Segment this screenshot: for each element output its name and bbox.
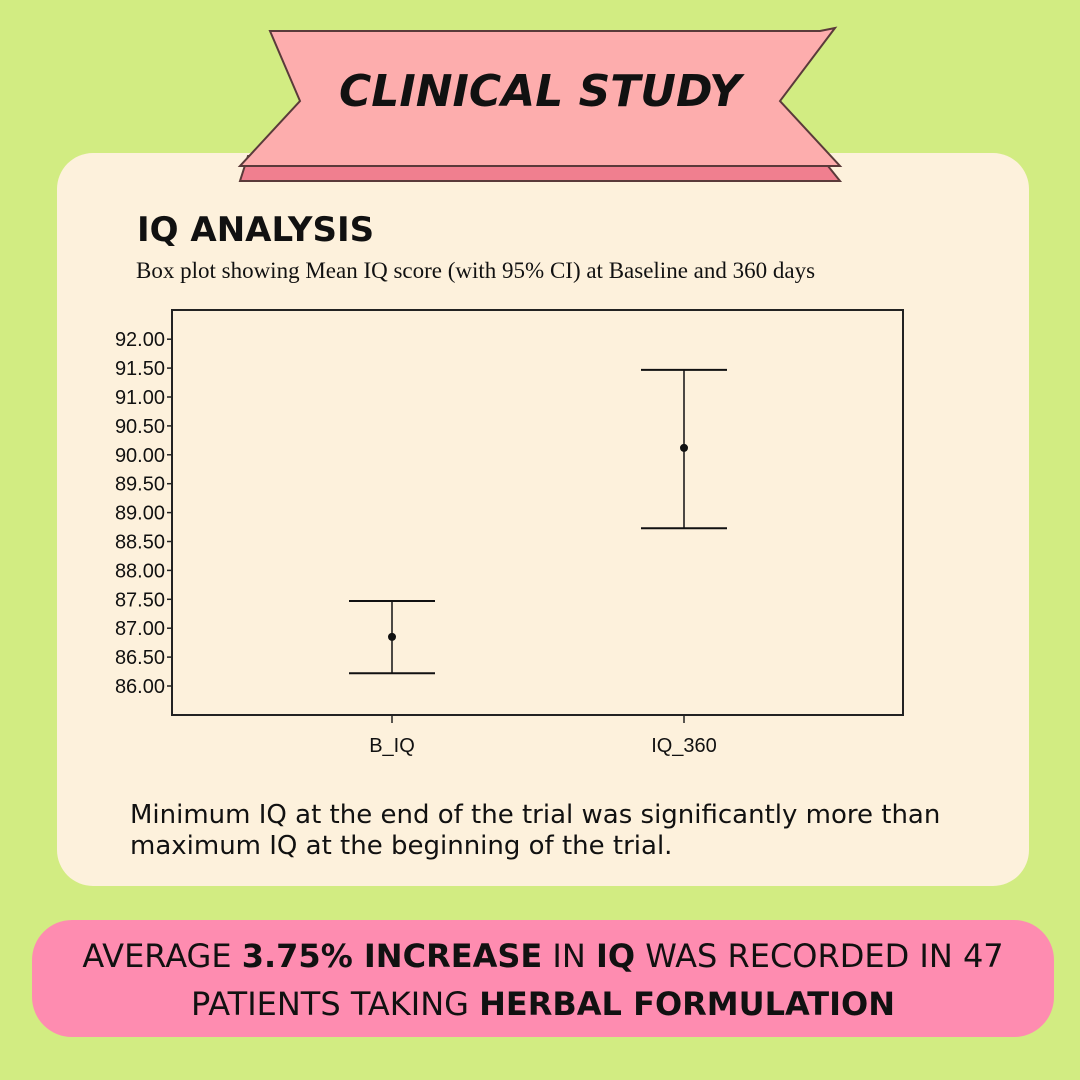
y-tick-label: 90.00 [115,445,165,467]
y-tick-label: 91.00 [115,387,165,409]
footer-bold: IQ [595,937,636,975]
y-tick-label: 86.50 [115,647,165,669]
footer-text: IN [542,937,596,975]
footer-bold: 3.75% INCREASE [241,937,543,975]
banner-title: CLINICAL STUDY [339,66,741,117]
x-tick-label: B_IQ [369,735,415,757]
y-tick-label: 88.50 [115,532,165,554]
y-tick-label: 87.50 [115,589,165,611]
footer-text: WAS RECORDED IN 47 PATIENTS TAKING [191,937,1004,1023]
content-card [57,153,1029,886]
summary-banner: AVERAGE 3.75% INCREASE IN IQ WAS RECORDE… [32,920,1054,1037]
y-tick-label: 88.00 [115,560,165,582]
ribbon-banner [237,26,843,182]
y-tick-label: 89.00 [115,503,165,525]
y-tick-label: 87.00 [115,618,165,640]
y-tick-label: 90.50 [115,416,165,438]
mean-point [388,632,396,641]
y-tick-label: 89.50 [115,474,165,496]
y-tick-label: 92.00 [115,329,165,351]
section-title: IQ ANALYSIS [137,210,375,250]
x-tick-label: IQ_360 [651,735,717,757]
finding-note: Minimum IQ at the end of the trial was s… [130,800,941,861]
plot-frame [171,309,904,716]
y-tick-label: 86.00 [115,676,165,698]
chart-title: Box plot showing Mean IQ score (with 95%… [136,258,816,283]
footer-text: AVERAGE [82,937,242,975]
mean-point [680,443,688,452]
y-tick-label: 91.50 [115,358,165,380]
footer-bold: HERBAL FORMULATION [479,985,895,1023]
